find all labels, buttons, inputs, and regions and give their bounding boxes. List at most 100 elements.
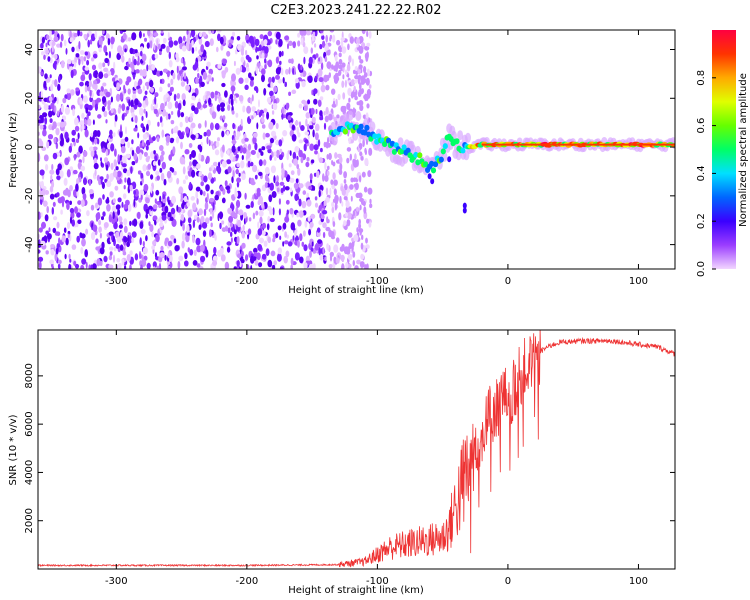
noise-speckle [214,90,218,96]
noise-speckle [231,212,236,218]
noise-speckle [103,157,109,163]
noise-speckle [56,231,61,237]
noise-speckle [301,99,307,105]
noise-speckle [232,170,235,178]
noise-speckle [40,180,44,189]
noise-speckle [244,77,249,84]
noise-speckle [322,40,326,48]
noise-speckle [79,97,83,105]
noise-speckle [303,143,307,152]
noise-speckle [130,99,134,108]
noise-speckle [88,80,92,88]
noise-speckle [38,119,43,124]
noise-speckle [362,200,366,207]
noise-speckle [208,139,211,147]
noise-speckle [67,233,70,239]
noise-speckle [346,212,352,220]
noise-speckle [128,235,132,244]
noise-speckle [329,34,333,40]
noise-speckle [41,146,47,151]
noise-speckle [203,175,208,183]
noise-speckle [300,72,304,77]
noise-speckle [44,73,48,80]
noise-speckle [327,165,330,170]
noise-speckle [181,93,186,101]
noise-speckle [177,73,181,81]
noise-speckle [98,37,102,45]
noise-speckle [134,115,138,124]
noise-speckle [87,39,90,48]
noise-speckle [74,117,79,126]
noise-speckle [227,207,233,214]
noise-speckle [138,30,142,39]
noise-speckle [329,187,332,196]
noise-speckle [93,162,99,170]
noise-speckle [172,72,176,80]
noise-speckle [128,99,131,107]
noise-speckle [39,169,45,176]
noise-speckle [287,241,293,247]
noise-speckle [290,170,295,176]
noise-speckle [306,199,312,207]
noise-speckle [346,102,351,111]
noise-speckle [131,237,135,244]
noise-speckle [43,54,46,60]
noise-speckle [76,190,79,198]
trace-halo [369,121,376,132]
noise-speckle [191,47,195,54]
noise-speckle [325,43,329,51]
noise-speckle [77,30,80,37]
noise-speckle [165,135,171,143]
noise-speckle [327,136,330,144]
noise-speckle [303,230,306,237]
noise-speckle [322,222,327,229]
noise-speckle [282,77,285,84]
noise-speckle [347,232,353,238]
noise-speckle [349,88,352,97]
noise-speckle [221,220,225,225]
noise-speckle [338,58,343,65]
noise-speckle [233,60,236,67]
noise-speckle [153,32,159,37]
noise-speckle [87,104,93,111]
noise-speckle [46,141,50,149]
noise-speckle [241,230,246,239]
noise-speckle [340,254,345,262]
noise-speckle [190,196,195,201]
noise-speckle [310,247,314,252]
noise-speckle [251,106,256,112]
noise-speckle [256,152,260,159]
noise-speckle [214,123,220,130]
noise-speckle [38,104,41,110]
noise-speckle [38,249,41,254]
noise-speckle [173,40,178,46]
noise-speckle [317,99,322,108]
noise-speckle [155,234,160,243]
noise-speckle [144,37,147,42]
noise-speckle [54,96,57,102]
noise-speckle [105,119,108,124]
noise-speckle [350,195,353,202]
noise-speckle [213,246,217,255]
noise-speckle [200,215,205,224]
x-tick-label: 0 [505,576,511,587]
noise-speckle [307,99,311,105]
noise-speckle [281,50,284,57]
noise-speckle [360,156,364,161]
noise-speckle [324,56,328,63]
noise-speckle [40,71,44,76]
trace-blob [417,152,423,159]
noise-speckle [328,152,332,161]
noise-speckle [177,130,182,137]
snr-x-ticks: -300 -200 -100 0 100 [105,330,648,587]
noise-speckle [38,181,42,187]
noise-speckle [277,78,283,84]
noise-speckle [66,88,71,94]
noise-speckle [149,79,154,88]
noise-speckle [314,243,319,251]
noise-speckle [64,253,67,260]
noise-speckle [112,211,115,220]
noise-speckle [354,265,359,269]
noise-speckle [250,265,253,269]
noise-speckle [354,153,357,161]
